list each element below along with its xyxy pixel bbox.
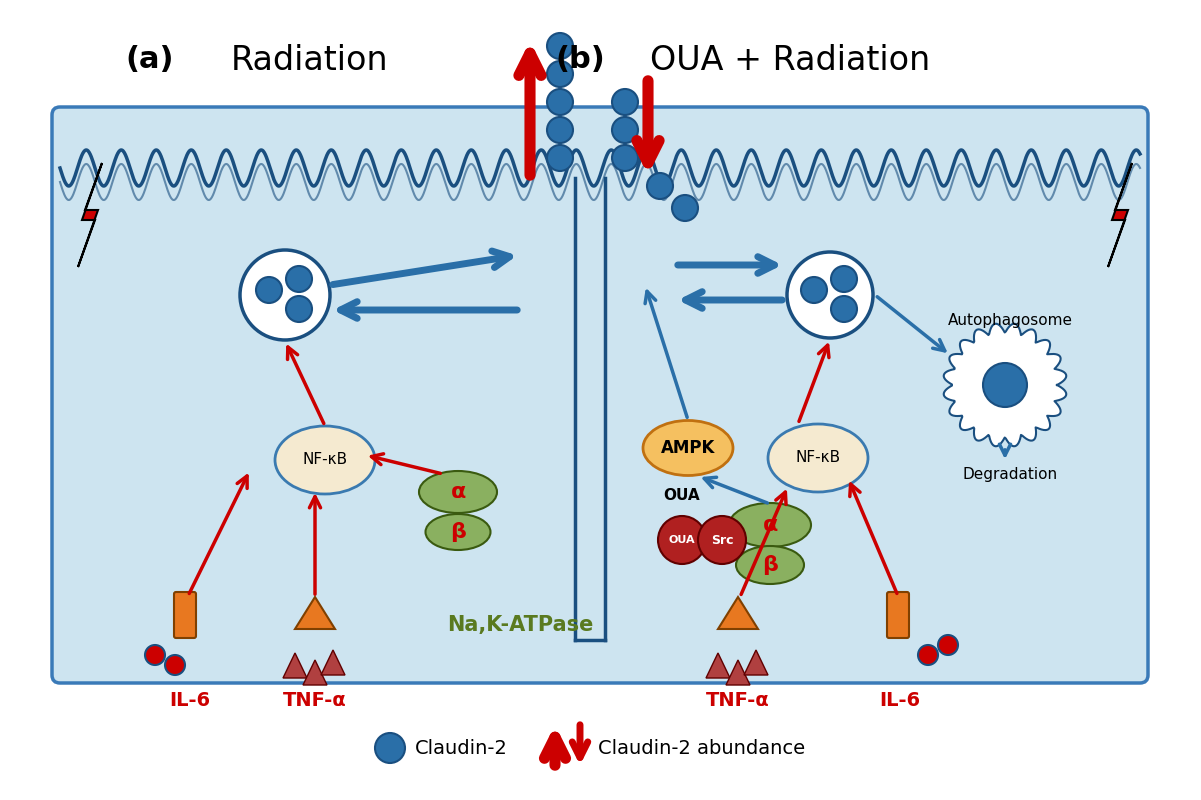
Circle shape: [546, 145, 573, 171]
Ellipse shape: [729, 503, 811, 547]
Text: Radiation: Radiation: [231, 43, 389, 77]
Circle shape: [982, 363, 1027, 407]
Text: Autophagosome: Autophagosome: [948, 313, 1072, 327]
Polygon shape: [1109, 163, 1133, 267]
Circle shape: [145, 645, 165, 665]
Text: Na,K-ATPase: Na,K-ATPase: [447, 615, 593, 635]
Text: Src: Src: [711, 534, 734, 546]
FancyBboxPatch shape: [174, 592, 196, 638]
Circle shape: [256, 277, 282, 303]
Circle shape: [375, 733, 405, 763]
Text: α: α: [450, 482, 466, 502]
Circle shape: [831, 296, 858, 322]
Circle shape: [801, 277, 827, 303]
Ellipse shape: [643, 421, 733, 475]
Circle shape: [546, 89, 573, 115]
Text: β: β: [763, 555, 778, 575]
Circle shape: [613, 145, 638, 171]
Circle shape: [165, 655, 185, 675]
Circle shape: [546, 33, 573, 59]
Circle shape: [240, 250, 330, 340]
Polygon shape: [718, 597, 758, 629]
Text: OUA + Radiation: OUA + Radiation: [650, 43, 930, 77]
Circle shape: [286, 266, 312, 292]
Circle shape: [698, 516, 746, 564]
Circle shape: [938, 635, 958, 655]
Text: Claudin-2: Claudin-2: [416, 738, 508, 758]
Circle shape: [613, 89, 638, 115]
Polygon shape: [78, 163, 102, 267]
Ellipse shape: [275, 426, 375, 494]
Circle shape: [831, 266, 858, 292]
Circle shape: [647, 173, 673, 199]
Circle shape: [546, 117, 573, 143]
Polygon shape: [321, 650, 345, 675]
Ellipse shape: [425, 514, 490, 550]
Text: (b): (b): [555, 46, 605, 74]
FancyBboxPatch shape: [888, 592, 909, 638]
Text: OUA: OUA: [669, 535, 695, 545]
Circle shape: [673, 195, 698, 221]
Text: NF-κB: NF-κB: [303, 453, 347, 467]
Text: IL-6: IL-6: [169, 690, 210, 710]
Text: Degradation: Degradation: [962, 467, 1058, 482]
Polygon shape: [303, 660, 327, 685]
Polygon shape: [295, 597, 335, 629]
Text: Claudin-2 abundance: Claudin-2 abundance: [598, 738, 805, 758]
FancyBboxPatch shape: [52, 107, 1148, 683]
Text: IL-6: IL-6: [879, 690, 920, 710]
Polygon shape: [283, 653, 307, 678]
Polygon shape: [944, 324, 1066, 446]
Circle shape: [546, 61, 573, 87]
Text: α: α: [763, 515, 777, 535]
Circle shape: [918, 645, 938, 665]
Text: (a): (a): [126, 46, 174, 74]
Polygon shape: [706, 653, 730, 678]
Circle shape: [286, 296, 312, 322]
Text: NF-κB: NF-κB: [795, 450, 841, 466]
Text: TNF-α: TNF-α: [706, 690, 770, 710]
Text: TNF-α: TNF-α: [283, 690, 347, 710]
Circle shape: [787, 252, 873, 338]
Polygon shape: [743, 650, 767, 675]
Text: β: β: [450, 522, 466, 542]
Polygon shape: [725, 660, 749, 685]
Circle shape: [658, 516, 706, 564]
Ellipse shape: [736, 546, 803, 584]
Ellipse shape: [419, 471, 497, 513]
Text: AMPK: AMPK: [661, 439, 715, 457]
Text: OUA: OUA: [664, 487, 700, 502]
Circle shape: [613, 117, 638, 143]
Ellipse shape: [767, 424, 868, 492]
